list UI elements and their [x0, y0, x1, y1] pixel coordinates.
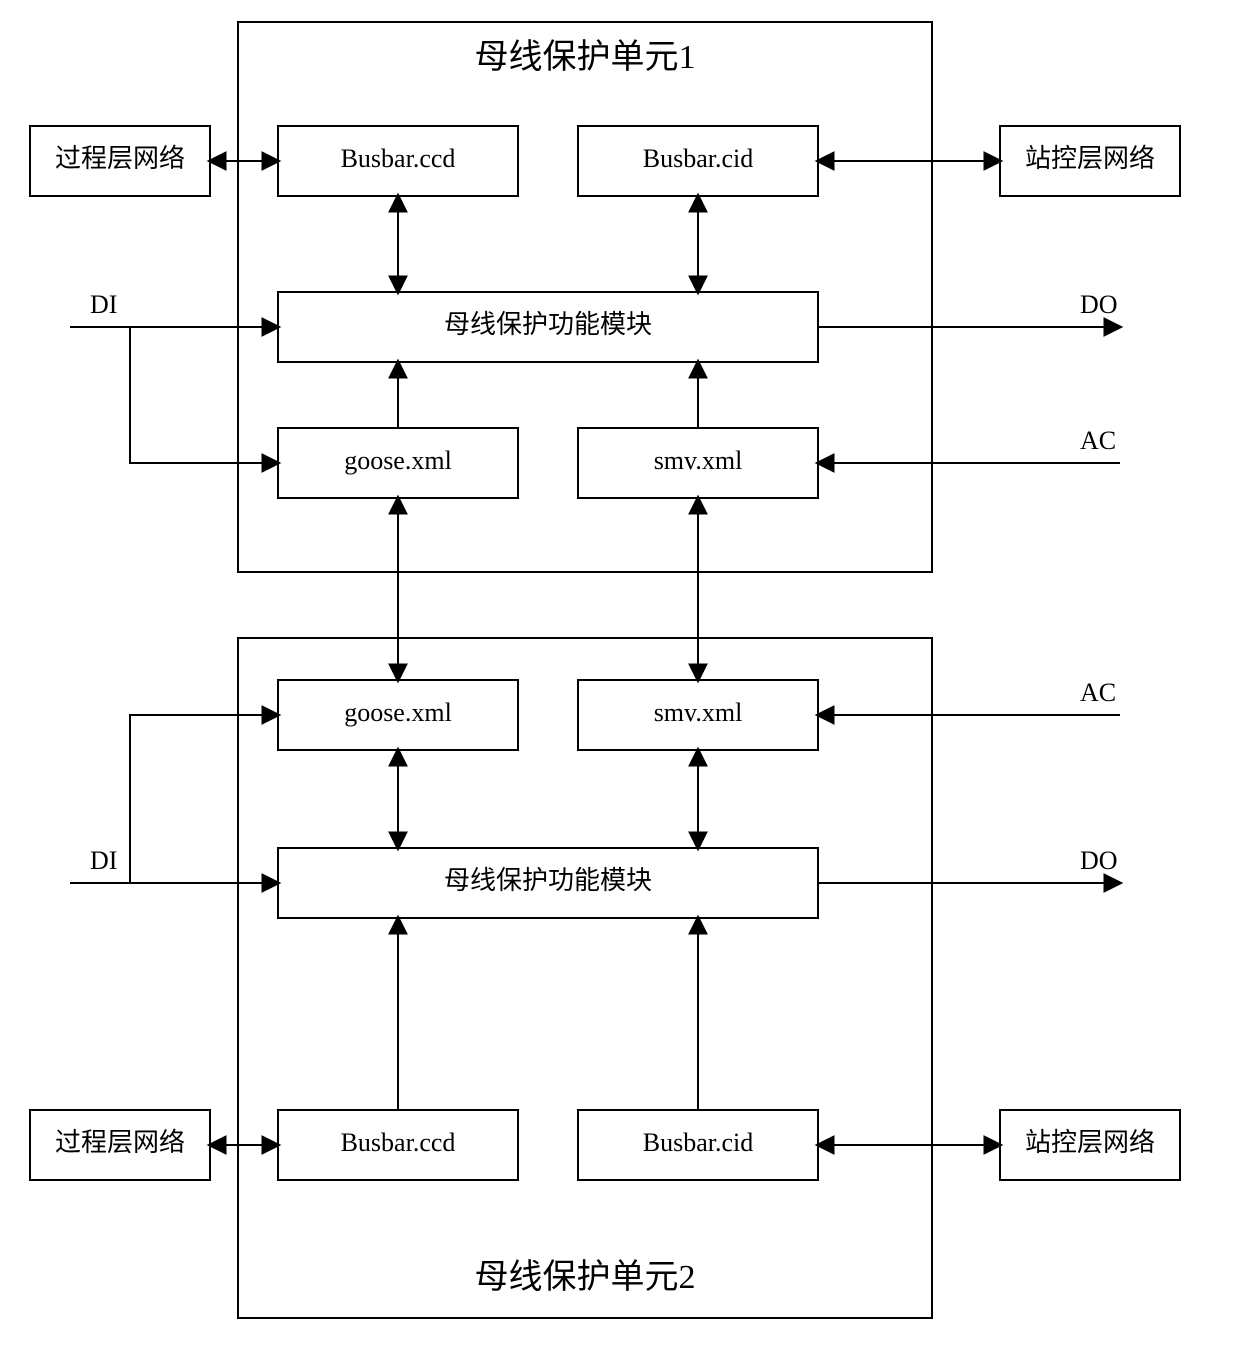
unit1-title: 母线保护单元1: [475, 38, 696, 76]
do1-label: DO: [1080, 290, 1118, 319]
svg-text:Busbar.cid: Busbar.cid: [643, 144, 754, 173]
di1-label: DI: [90, 290, 117, 319]
svg-text:站控层网络: 站控层网络: [1025, 1128, 1155, 1157]
unit2-ccd-box: Busbar.ccd: [278, 1110, 518, 1180]
unit2-goose-box: goose.xml: [278, 680, 518, 750]
svg-text:站控层网络: 站控层网络: [1025, 144, 1155, 173]
svg-text:Busbar.ccd: Busbar.ccd: [341, 144, 456, 173]
unit2-title: 母线保护单元2: [475, 1258, 696, 1296]
svg-text:goose.xml: goose.xml: [344, 698, 452, 727]
svg-text:Busbar.cid: Busbar.cid: [643, 1128, 754, 1157]
unit1-func-box: 母线保护功能模块: [278, 292, 818, 362]
svg-text:smv.xml: smv.xml: [654, 446, 743, 475]
unit1-goose-box: goose.xml: [278, 428, 518, 498]
svg-text:goose.xml: goose.xml: [344, 446, 452, 475]
unit1-frame: [238, 22, 932, 572]
unit2-func-box: 母线保护功能模块: [278, 848, 818, 918]
svg-text:过程层网络: 过程层网络: [55, 1128, 185, 1157]
arrows-layer: [70, 161, 1120, 1145]
svg-text:smv.xml: smv.xml: [654, 698, 743, 727]
unit2-cid-box: Busbar.cid: [578, 1110, 818, 1180]
do2-label: DO: [1080, 846, 1118, 875]
svg-text:过程层网络: 过程层网络: [55, 144, 185, 173]
svg-text:母线保护功能模块: 母线保护功能模块: [444, 866, 652, 895]
proc-layer-net-1: 过程层网络: [30, 126, 210, 196]
svg-text:母线保护功能模块: 母线保护功能模块: [444, 310, 652, 339]
unit2-frame: [238, 638, 932, 1318]
stn-layer-net-1: 站控层网络: [1000, 126, 1180, 196]
stn-layer-net-2: 站控层网络: [1000, 1110, 1180, 1180]
unit1-cid-box: Busbar.cid: [578, 126, 818, 196]
unit1-ccd-box: Busbar.ccd: [278, 126, 518, 196]
svg-text:Busbar.ccd: Busbar.ccd: [341, 1128, 456, 1157]
unit1-smv-box: smv.xml: [578, 428, 818, 498]
busbar-protection-diagram: 母线保护单元1 Busbar.ccd Busbar.cid 母线保护功能模块 g…: [0, 0, 1240, 1357]
ac2-label: AC: [1080, 678, 1116, 707]
proc-layer-net-2: 过程层网络: [30, 1110, 210, 1180]
unit2-smv-box: smv.xml: [578, 680, 818, 750]
di2-label: DI: [90, 846, 117, 875]
ac1-label: AC: [1080, 426, 1116, 455]
